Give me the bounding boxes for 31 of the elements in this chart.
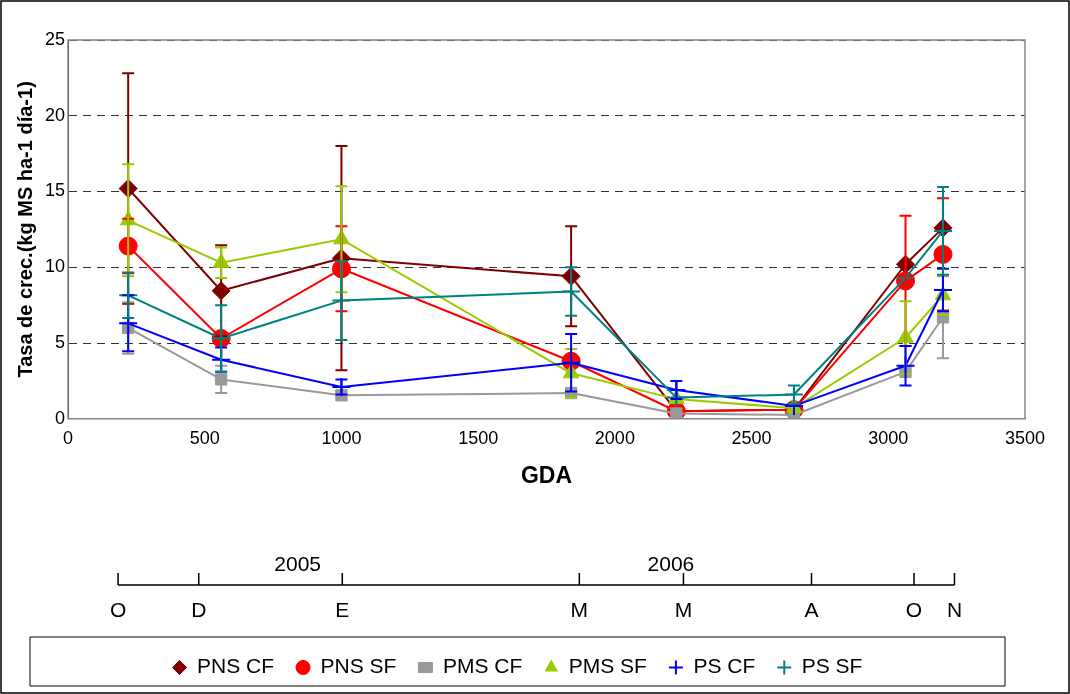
text: D (191, 598, 207, 622)
legend-label: PMS CF (442, 654, 523, 678)
x-tick-label: 2500 (731, 427, 772, 448)
y-tick-label: 20 (44, 104, 66, 125)
text: M (570, 598, 589, 622)
legend-label: PS CF (693, 654, 756, 678)
x-tick-label: 500 (189, 427, 220, 448)
y-tick-label: 10 (44, 256, 66, 277)
y-tick-label: 15 (44, 180, 66, 201)
x-tick-label: 1500 (458, 427, 499, 448)
x-axis-title: GDA (520, 461, 573, 488)
legend-label: PMS SF (568, 654, 647, 678)
y-tick-label: 25 (44, 28, 66, 49)
x-tick-label: 2000 (594, 427, 635, 448)
text: 2006 (647, 552, 695, 575)
text: N (946, 598, 963, 622)
text: O (905, 598, 923, 622)
legend-label: PS SF (801, 654, 863, 678)
x-tick-label: 1000 (321, 427, 362, 448)
legend-label: PNS SF (320, 654, 397, 678)
text: M (674, 598, 693, 622)
y-tick-label: 0 (55, 407, 66, 428)
text: E (335, 598, 350, 622)
text: 2005 (274, 552, 322, 575)
legend-label: PNS CF (197, 654, 275, 678)
text: O (109, 598, 127, 622)
x-tick-label: 3500 (1004, 427, 1046, 448)
y-axis-title: Tasa de crec.(kg MS ha-1 día-1) (13, 81, 36, 378)
text: A (804, 598, 819, 622)
x-tick-label: 3000 (868, 427, 909, 448)
y-tick-label: 5 (55, 332, 66, 353)
